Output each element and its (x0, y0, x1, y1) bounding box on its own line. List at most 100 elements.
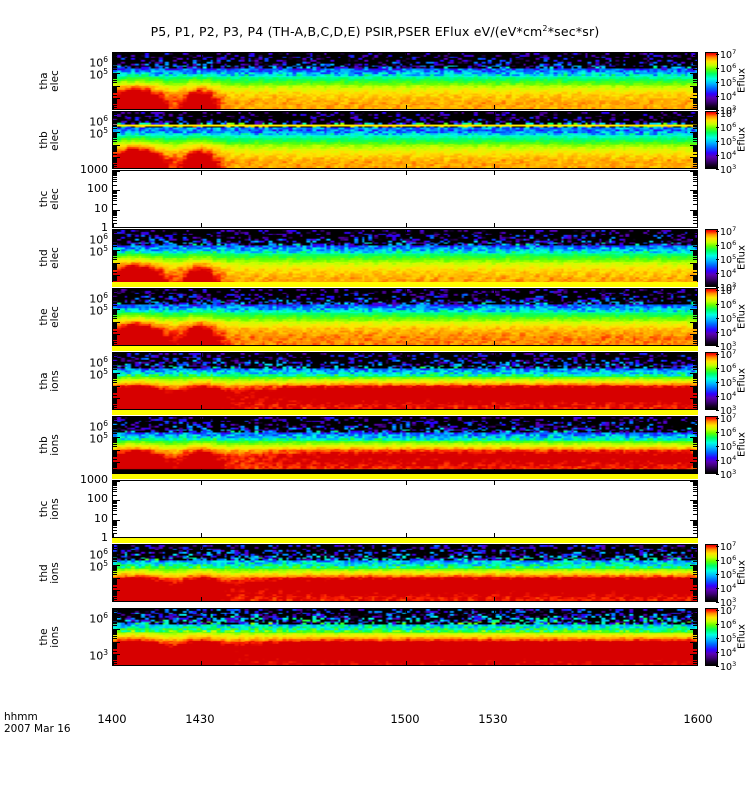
panel-label-species: elec (49, 306, 61, 328)
colorbar-tick-mark (716, 354, 719, 355)
panel-label-tha-ions: tha ions (38, 346, 61, 416)
colorbar-tick-mark (716, 574, 719, 575)
x-axis-tick-labels: 1400 1430 1500 1530 1600 (97, 712, 712, 726)
x-tick-mark (201, 353, 202, 357)
y-axis-tick-label: 106 (89, 419, 108, 434)
spectrogram-panel-thd-elec (112, 229, 698, 287)
x-tick-mark (406, 481, 407, 485)
y-axis-tick-label: 100 (87, 182, 108, 195)
spectrogram-panel-thc-elec (112, 170, 698, 228)
spectrogram-image (113, 417, 697, 473)
x-tick-mark (113, 164, 114, 168)
y-axis-tick-label: 10 (94, 512, 108, 525)
colorbar-tick-mark (716, 396, 719, 397)
colorbar-tick-mark (716, 82, 719, 83)
colorbar-tick-label: 105 (720, 252, 737, 267)
x-tick-mark (113, 533, 114, 537)
colorbar-tick-mark (716, 346, 719, 347)
x-tick-mark (494, 164, 495, 168)
x-axis-tick-label: 1400 (97, 712, 127, 726)
x-tick-mark (494, 171, 495, 175)
colorbar-tick-label: 103 (720, 162, 737, 177)
x-tick-mark (406, 661, 407, 665)
x-tick-mark (494, 533, 495, 537)
colorbar-tick-mark (716, 155, 719, 156)
x-tick-mark (201, 609, 202, 613)
colorbar-tick-label: 103 (720, 339, 737, 354)
y-axis-tick-label: 1000 (80, 163, 108, 176)
figure-title-main: P5, P1, P2, P3, P4 (TH-A,B,C,D,E) PSIR,P… (150, 24, 543, 40)
colorbar-tick-mark (716, 127, 719, 128)
y-axis-tick-label: 106 (89, 611, 108, 626)
colorbar-tick-mark (716, 304, 719, 305)
colorbar-tick-label: 107 (720, 283, 737, 298)
figure-title-tail: *sec*sr) (547, 24, 600, 40)
panel-label-species: ions (49, 498, 61, 520)
colorbar-tick-mark (716, 54, 719, 55)
colorbar-tick-mark (716, 287, 719, 288)
y-axis-tick-label: 1 (101, 531, 108, 544)
saturation-strip (112, 410, 698, 415)
x-tick-mark (113, 230, 114, 234)
colorbar-tick-mark (716, 231, 719, 232)
colorbar-tick-label: 107 (720, 47, 737, 62)
colorbar-tick-label: 107 (720, 347, 737, 362)
x-tick-mark (113, 481, 114, 485)
colorbar-label: Eflux (736, 368, 748, 393)
colorbar-tick-label: 107 (720, 224, 737, 239)
x-tick-mark (494, 481, 495, 485)
y-axis-tick-label: 105 (89, 559, 108, 574)
y-axis-tick-label: 106 (89, 55, 108, 70)
y-axis-ticks (113, 481, 697, 537)
colorbar-tick-mark (716, 418, 719, 419)
panel-label-thc-ions: thc ions (38, 474, 61, 544)
spectrogram-image (113, 545, 697, 601)
panel-label-species: ions (49, 434, 61, 456)
spectrogram-image (113, 53, 697, 109)
colorbar-tick-label: 104 (720, 266, 737, 281)
colorbar-tick-label: 107 (720, 411, 737, 426)
spectrogram-panel-thd-ions (112, 544, 698, 602)
colorbar-tick-label: 107 (720, 539, 737, 554)
x-tick-mark (113, 53, 114, 57)
colorbar-tick-label: 106 (720, 425, 737, 440)
colorbar (705, 608, 718, 666)
colorbar-tick-mark (716, 368, 719, 369)
y-axis-tick-label: 106 (89, 291, 108, 306)
x-tick-mark (113, 341, 114, 345)
colorbar-tick-label: 106 (720, 361, 737, 376)
colorbar-tick-label: 105 (720, 631, 737, 646)
x-tick-mark (406, 405, 407, 409)
colorbar-tick-mark (716, 602, 719, 603)
y-axis-tick-label: 105 (89, 126, 108, 141)
colorbar-tick-mark (716, 610, 719, 611)
x-tick-mark (113, 171, 114, 175)
x-tick-mark (494, 230, 495, 234)
saturation-strip (112, 346, 698, 351)
colorbar-tick-mark (716, 446, 719, 447)
x-tick-mark (113, 405, 114, 409)
panel-label-species: ions (49, 370, 61, 392)
x-tick-mark (113, 112, 114, 116)
x-tick-mark (406, 171, 407, 175)
spectrogram-panel-tha-ions (112, 352, 698, 410)
colorbar-tick-label: 105 (720, 567, 737, 582)
spectrogram-panel-the-ions (112, 608, 698, 666)
colorbar (705, 544, 718, 602)
colorbar (705, 288, 718, 346)
x-tick-mark (406, 533, 407, 537)
colorbar-tick-label: 106 (720, 120, 737, 135)
x-tick-mark (406, 105, 407, 109)
panel-label-thb-ions: thb ions (38, 410, 61, 480)
colorbar-label: Eflux (736, 245, 748, 270)
x-tick-mark (494, 353, 495, 357)
x-tick-mark (201, 53, 202, 57)
x-tick-mark (406, 289, 407, 293)
spectrogram-image (113, 289, 697, 345)
colorbar-tick-label: 104 (720, 148, 737, 163)
panel-label-species: ions (49, 562, 61, 584)
colorbar-label: Eflux (736, 432, 748, 457)
colorbar-tick-mark (716, 474, 719, 475)
colorbar-tick-mark (716, 113, 719, 114)
